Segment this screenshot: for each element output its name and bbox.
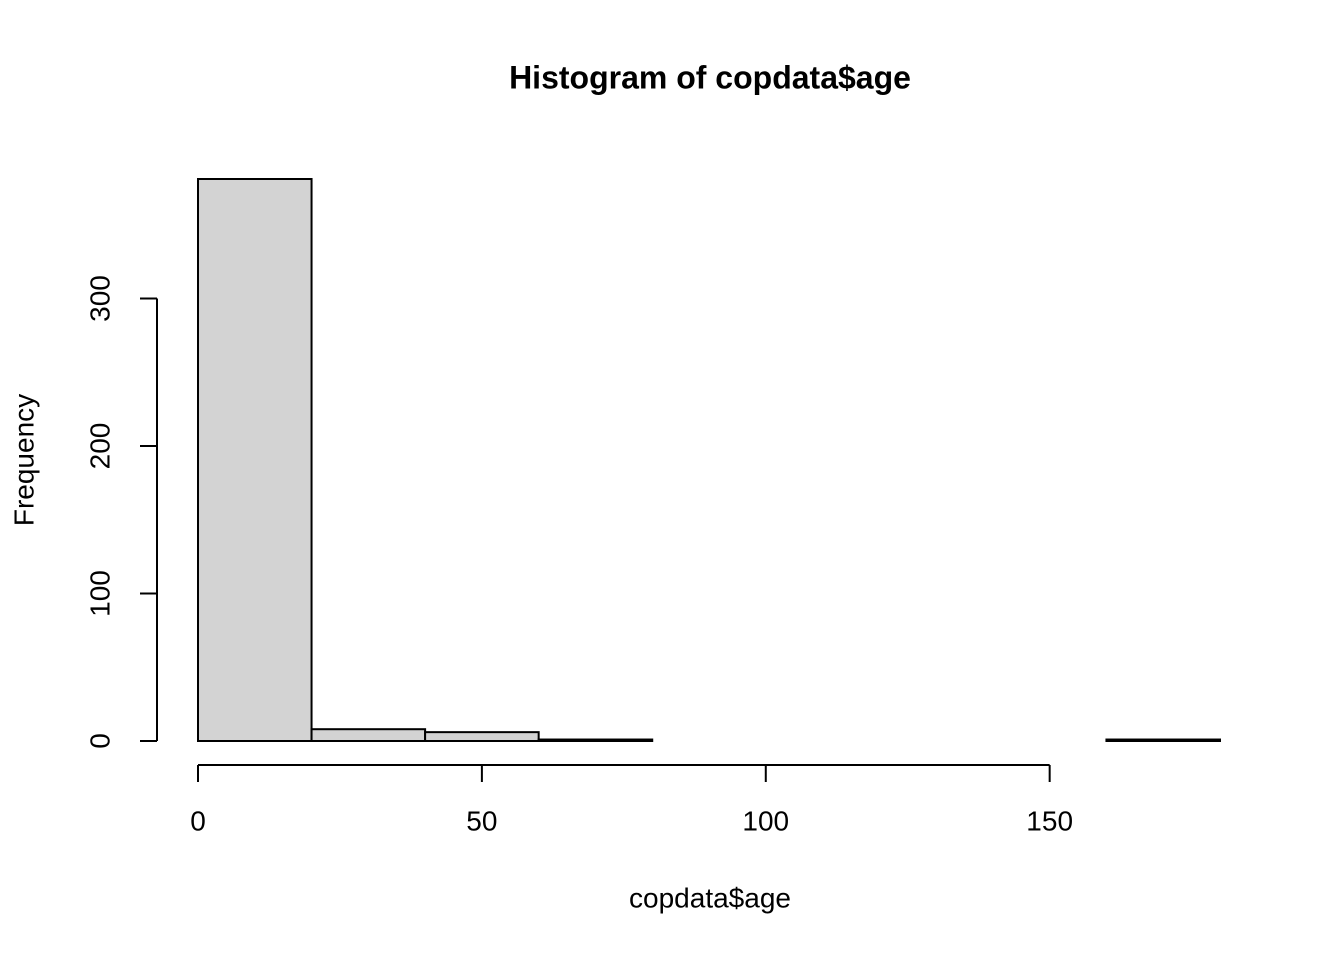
bar [1105,738,1222,743]
bar [537,738,654,743]
bar [197,178,313,742]
y-tick-label: 200 [84,423,115,470]
x-axis-label: copdata$age [629,882,791,913]
chart-title: Histogram of copdata$age [509,59,911,95]
y-tick-label: 100 [84,570,115,617]
x-tick-label: 150 [1026,805,1073,836]
x-tick-label: 50 [466,805,497,836]
y-tick-label: 300 [84,275,115,322]
y-axis-label: Frequency [8,394,39,526]
y-tick-label: 0 [84,733,115,749]
x-tick-label: 0 [190,805,206,836]
bar [310,728,427,742]
bar [424,731,540,742]
x-tick-label: 100 [742,805,789,836]
